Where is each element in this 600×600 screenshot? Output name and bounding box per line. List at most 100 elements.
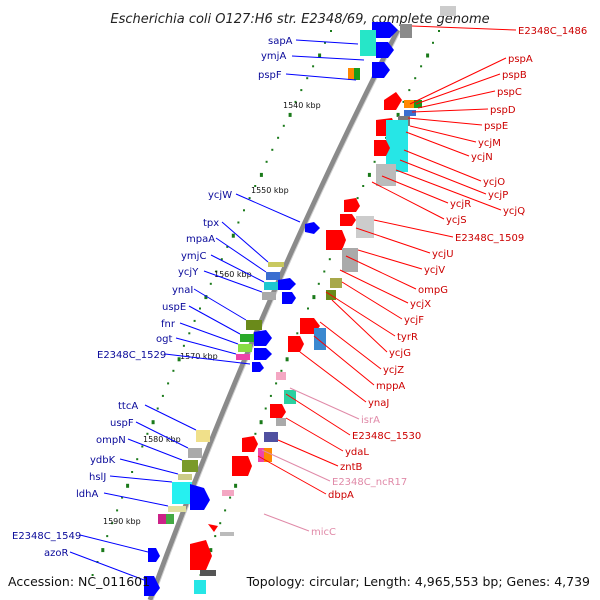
label-ycjP[interactable]: ycjP: [488, 190, 508, 201]
label-pspF[interactable]: pspF: [258, 70, 282, 81]
gene-uspF[interactable]: [188, 448, 202, 458]
label-hslJ[interactable]: hslJ: [89, 472, 106, 483]
gene-hslJ[interactable]: [172, 482, 192, 504]
gene-ycjS[interactable]: [340, 214, 356, 226]
label-ycjV[interactable]: ycjV: [424, 265, 445, 276]
label-ttcA[interactable]: ttcA: [118, 401, 138, 412]
gene-ompG[interactable]: [330, 278, 342, 288]
gene-zntB[interactable]: [258, 448, 264, 462]
label-ymjC[interactable]: ymjC: [181, 251, 206, 262]
gene-ldhA[interactable]: [190, 484, 210, 510]
gene-ycjP[interactable]: [376, 164, 396, 186]
label-E2348C_1530[interactable]: E2348C_1530: [352, 431, 421, 442]
gene-azoR[interactable]: [144, 576, 160, 596]
rna-micC[interactable]: [220, 532, 234, 536]
label-ycjG[interactable]: ycjG: [389, 348, 411, 359]
label-E2348C_1529[interactable]: E2348C_1529: [97, 350, 166, 361]
gene-ydaL[interactable]: [242, 436, 258, 452]
gene-ompN[interactable]: [182, 460, 198, 472]
label-tpx[interactable]: tpx: [203, 218, 219, 229]
label-ycjF[interactable]: ycjF: [404, 315, 424, 326]
gene-tyrR[interactable]: [314, 328, 326, 350]
label-ynaI[interactable]: ynaI: [172, 285, 193, 296]
label-ycjQ[interactable]: ycjQ: [503, 206, 525, 217]
label-uspF[interactable]: uspF: [110, 418, 134, 429]
label-E2348C_1486[interactable]: E2348C_1486: [518, 26, 587, 37]
label-ycjW[interactable]: ycjW: [208, 190, 232, 201]
gene-ynaJ[interactable]: [270, 404, 286, 418]
gene-E2348C_1509[interactable]: [356, 216, 374, 238]
label-ycjN[interactable]: ycjN: [471, 152, 493, 163]
rna-E2348C_ncR17[interactable]: [222, 490, 234, 496]
gene-E2348C_1549[interactable]: [148, 548, 160, 562]
gene-ynaI[interactable]: [246, 320, 262, 330]
label-dbpA[interactable]: dbpA: [328, 490, 354, 501]
gene-uspE[interactable]: [240, 334, 254, 342]
label-ycjX[interactable]: ycjX: [410, 299, 431, 310]
label-pspE[interactable]: pspE: [484, 121, 508, 132]
label-fnr[interactable]: fnr: [161, 319, 176, 330]
label-ogt[interactable]: ogt: [156, 334, 172, 345]
gene-ttcA[interactable]: [196, 430, 210, 442]
gene-mpaA[interactable]: [266, 272, 280, 280]
label-pspA[interactable]: pspA: [508, 54, 533, 65]
gene-ycjY[interactable]: [262, 292, 276, 300]
label-ompN[interactable]: ompN: [96, 435, 126, 446]
gene-ydbK[interactable]: [178, 474, 192, 480]
gene-fnr[interactable]: [238, 344, 252, 352]
label-pspD[interactable]: pspD: [490, 105, 516, 116]
label-pspC[interactable]: pspC: [497, 87, 522, 98]
label-mpaA[interactable]: mpaA: [186, 234, 215, 245]
label-ycjS[interactable]: ycjS: [446, 215, 467, 226]
gene-pspB[interactable]: [404, 100, 414, 108]
gene-pspD[interactable]: [404, 110, 416, 116]
gene-ymjC[interactable]: [264, 282, 278, 290]
gene-ycjR[interactable]: [344, 198, 360, 212]
gene-E2348C_1529[interactable]: [252, 362, 264, 372]
gene-E2348C_1530[interactable]: [264, 432, 278, 442]
label-ynaJ[interactable]: ynaJ: [368, 398, 389, 409]
label-mppA[interactable]: mppA: [376, 381, 405, 392]
label-E2348C_ncR17[interactable]: E2348C_ncR17: [332, 477, 407, 488]
gene-ymjA[interactable]: [376, 42, 394, 58]
label-ycjY[interactable]: ycjY: [178, 267, 199, 278]
label-ycjM[interactable]: ycjM: [478, 138, 501, 149]
gene-ycjG[interactable]: [288, 336, 304, 352]
gene-pspF[interactable]: [372, 62, 390, 78]
gene-fwd-2[interactable]: [282, 292, 296, 304]
label-tyrR[interactable]: tyrR: [397, 332, 418, 343]
gene-pspC[interactable]: [414, 100, 422, 108]
label-micC[interactable]: micC: [311, 527, 336, 538]
label-pspB[interactable]: pspB: [502, 70, 527, 81]
gene-ycjW[interactable]: [305, 222, 320, 234]
gene-ycjN[interactable]: [386, 120, 408, 172]
gene-small-red[interactable]: [208, 524, 218, 532]
label-E2348C_1549[interactable]: E2348C_1549: [12, 531, 81, 542]
gene-sapA[interactable]: [372, 22, 398, 38]
gene-ycjU[interactable]: [326, 230, 346, 250]
label-ompG[interactable]: ompG: [418, 285, 448, 296]
rna-isrA[interactable]: [276, 372, 286, 380]
gene-fwd-1[interactable]: [278, 278, 296, 290]
gene-ycjO[interactable]: [374, 140, 390, 156]
gene-pspA[interactable]: [384, 92, 402, 110]
gene-red-lower-1[interactable]: [190, 540, 212, 570]
gene-tpx[interactable]: [268, 262, 284, 267]
label-uspE[interactable]: uspE: [162, 302, 186, 313]
gene-dbpA[interactable]: [232, 456, 252, 476]
label-sapA[interactable]: sapA: [268, 36, 293, 47]
label-ymjA[interactable]: ymjA: [261, 51, 286, 62]
gene-E2348C_1486[interactable]: [400, 24, 412, 38]
gene-fwd-3[interactable]: [254, 330, 272, 346]
label-isrA[interactable]: isrA: [361, 415, 380, 426]
label-zntB[interactable]: zntB: [340, 462, 363, 473]
label-ycjZ[interactable]: ycjZ: [383, 365, 404, 376]
label-E2348C_1509[interactable]: E2348C_1509: [455, 233, 524, 244]
label-azoR[interactable]: azoR: [44, 548, 68, 559]
label-ydbK[interactable]: ydbK: [90, 455, 116, 466]
label-ydaL[interactable]: ydaL: [345, 447, 369, 458]
label-ldhA[interactable]: ldhA: [76, 489, 98, 500]
gene-ogt[interactable]: [236, 354, 250, 360]
label-ycjR[interactable]: ycjR: [450, 199, 471, 210]
label-ycjO[interactable]: ycjO: [483, 177, 505, 188]
